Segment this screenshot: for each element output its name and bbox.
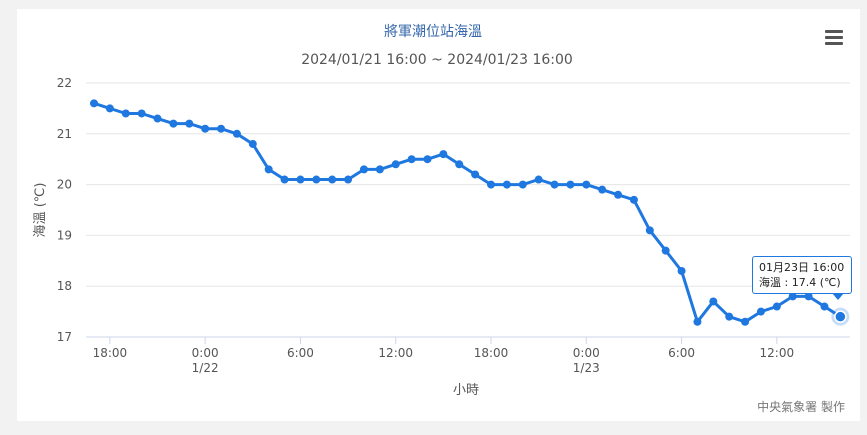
hamburger-menu-icon-bar bbox=[825, 36, 843, 39]
data-point[interactable] bbox=[90, 99, 98, 108]
data-point[interactable] bbox=[359, 165, 368, 174]
x-tick-label: 6:00 bbox=[668, 346, 695, 360]
tooltip-value: 海溫 : 17.4 (℃) bbox=[759, 276, 841, 289]
data-point[interactable] bbox=[169, 119, 178, 128]
grid-lines bbox=[86, 82, 850, 338]
y-tick-label: 21 bbox=[57, 127, 72, 141]
data-point[interactable] bbox=[423, 155, 432, 164]
data-point[interactable] bbox=[693, 317, 702, 326]
data-point[interactable] bbox=[487, 180, 495, 189]
x-tick-date-label: 1/23 bbox=[573, 361, 600, 375]
y-tick-label: 19 bbox=[57, 228, 72, 242]
x-axis: 18:00 0:001/226:00 12:00 18:00 0:001/236:00 1… bbox=[93, 337, 795, 375]
data-point[interactable] bbox=[614, 190, 623, 199]
y-tick-label: 17 bbox=[57, 330, 72, 344]
data-point[interactable] bbox=[375, 165, 384, 174]
hamburger-menu-icon bbox=[825, 30, 843, 33]
data-point[interactable] bbox=[137, 109, 146, 118]
data-point[interactable] bbox=[772, 302, 781, 311]
data-point[interactable] bbox=[598, 185, 607, 194]
chart-title: 將軍潮位站海溫 bbox=[384, 24, 482, 40]
data-point[interactable] bbox=[518, 180, 527, 189]
y-tick-label: 20 bbox=[57, 178, 72, 192]
data-point[interactable] bbox=[312, 175, 321, 184]
data-point[interactable] bbox=[709, 297, 718, 306]
data-points[interactable] bbox=[90, 99, 850, 326]
x-tick-label: 12:00 bbox=[760, 346, 795, 360]
x-tick-label: 12:00 bbox=[378, 346, 413, 360]
chart-subtitle: 2024/01/21 16:00 ~ 2024/01/23 16:00 bbox=[301, 52, 573, 68]
data-point[interactable] bbox=[185, 119, 194, 128]
data-point[interactable] bbox=[328, 175, 337, 184]
y-axis-title: 海溫 (℃) bbox=[33, 183, 48, 238]
chart-menu-button[interactable] bbox=[823, 28, 845, 48]
data-point[interactable] bbox=[534, 175, 543, 184]
credit-text: 中央氣象署 製作 bbox=[757, 400, 845, 414]
data-point[interactable] bbox=[645, 226, 654, 235]
x-tick-label: 6:00 bbox=[287, 346, 314, 360]
data-point[interactable] bbox=[629, 195, 638, 204]
data-point[interactable] bbox=[566, 180, 575, 189]
x-tick-date-label: 1/22 bbox=[192, 361, 219, 375]
data-point[interactable] bbox=[296, 175, 305, 184]
data-point[interactable] bbox=[804, 292, 813, 301]
highlighted-data-point[interactable] bbox=[834, 310, 847, 323]
hamburger-menu-icon-bar bbox=[825, 42, 843, 45]
x-tick-label: 0:00 bbox=[192, 346, 219, 360]
x-tick-label: 18:00 bbox=[474, 346, 509, 360]
data-point[interactable] bbox=[232, 129, 241, 138]
data-point[interactable] bbox=[741, 317, 750, 326]
y-tick-label: 22 bbox=[57, 76, 72, 90]
data-point[interactable] bbox=[391, 160, 400, 169]
x-tick-label: 18:00 bbox=[93, 346, 128, 360]
y-axis: 17 18 19 20 21 22 bbox=[57, 76, 72, 344]
data-point[interactable] bbox=[582, 180, 591, 189]
data-point[interactable] bbox=[264, 165, 273, 174]
data-tooltip: 01月23日 16:00 海溫 : 17.4 (℃) bbox=[752, 256, 852, 294]
data-point[interactable] bbox=[677, 266, 686, 275]
data-point[interactable] bbox=[105, 104, 114, 113]
data-point[interactable] bbox=[344, 175, 353, 184]
data-point[interactable] bbox=[248, 139, 257, 148]
data-point[interactable] bbox=[407, 155, 416, 164]
chart-card bbox=[17, 9, 860, 421]
data-point[interactable] bbox=[471, 170, 480, 179]
data-point[interactable] bbox=[788, 292, 797, 301]
x-tick-label: 0:00 bbox=[573, 346, 600, 360]
tooltip-time: 01月23日 16:00 bbox=[759, 261, 845, 274]
tooltip-arrow bbox=[832, 293, 844, 300]
series-line bbox=[93, 101, 842, 324]
data-point[interactable] bbox=[439, 150, 448, 159]
data-point[interactable] bbox=[201, 124, 210, 133]
data-point[interactable] bbox=[153, 114, 162, 123]
data-point[interactable] bbox=[455, 160, 464, 169]
data-point[interactable] bbox=[661, 246, 670, 255]
data-point[interactable] bbox=[820, 302, 829, 311]
y-tick-label: 18 bbox=[57, 279, 72, 293]
data-point[interactable] bbox=[502, 180, 511, 189]
data-point[interactable] bbox=[756, 307, 765, 316]
x-axis-title: 小時 bbox=[453, 383, 479, 398]
data-point[interactable] bbox=[725, 312, 734, 321]
series-temperature bbox=[93, 101, 842, 324]
data-point[interactable] bbox=[550, 180, 559, 189]
data-point[interactable] bbox=[280, 175, 289, 184]
data-point[interactable] bbox=[121, 109, 130, 118]
data-point[interactable] bbox=[217, 124, 226, 133]
